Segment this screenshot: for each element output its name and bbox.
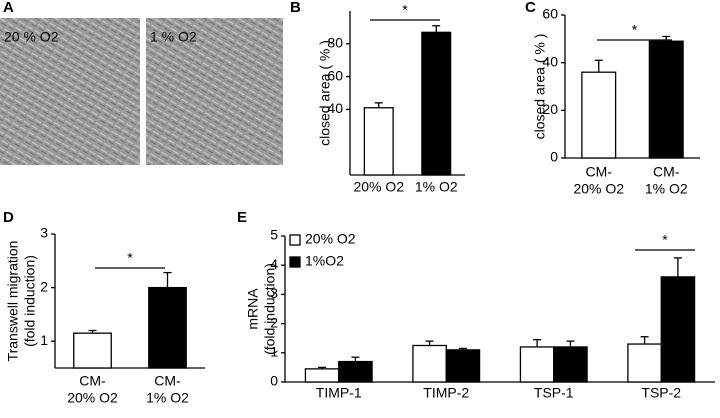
x-tick-label: CM- bbox=[154, 373, 181, 389]
x-tick-label: CM- bbox=[586, 164, 613, 180]
y-tick-label: 60 bbox=[327, 67, 343, 83]
bar bbox=[148, 286, 187, 369]
x-tick-label: 1% O2 bbox=[645, 181, 688, 197]
bar bbox=[73, 332, 112, 369]
y-tick-label: 40 bbox=[542, 53, 558, 69]
image-label: 1 % O2 bbox=[150, 29, 197, 45]
significance-star: * bbox=[662, 232, 668, 248]
legend-label: 1%O2 bbox=[305, 253, 344, 269]
significance-star: * bbox=[127, 250, 133, 266]
x-tick-label: TIMP-1 bbox=[316, 385, 362, 401]
y-tick-label: 3 bbox=[270, 285, 278, 301]
x-tick-label: CM- bbox=[653, 164, 680, 180]
x-tick-label: TIMP-2 bbox=[423, 385, 469, 401]
y-tick-label: 3 bbox=[40, 225, 48, 241]
bar bbox=[581, 71, 617, 159]
x-tick-label: TSP-1 bbox=[534, 385, 574, 401]
significance-star: * bbox=[632, 22, 638, 38]
bar bbox=[648, 40, 684, 159]
y-axis-label: Transwell migration bbox=[5, 241, 21, 362]
panel-letter: E bbox=[237, 209, 247, 226]
y-tick-label: 5 bbox=[270, 227, 278, 243]
bar bbox=[445, 349, 481, 383]
x-tick-label: TSP-2 bbox=[641, 385, 681, 401]
legend-swatch bbox=[289, 234, 301, 246]
y-tick-label: 1 bbox=[270, 344, 278, 360]
y-axis-label: closed area ( % ) bbox=[317, 40, 333, 146]
y-tick-label: 1 bbox=[40, 332, 48, 348]
legend-label: 20% O2 bbox=[305, 231, 356, 247]
y-axis-label: mRNA bbox=[245, 288, 261, 330]
y-tick-label: 20 bbox=[542, 101, 558, 117]
significance-star: * bbox=[402, 2, 408, 18]
bar bbox=[660, 276, 696, 383]
y-axis-label: (fold induction) bbox=[262, 263, 278, 355]
y-tick-label: 60 bbox=[542, 6, 558, 22]
x-tick-label: 1% O2 bbox=[146, 390, 189, 406]
bar bbox=[363, 107, 394, 176]
y-tick-label: 4 bbox=[270, 256, 278, 272]
panel-letter: A bbox=[3, 0, 14, 16]
y-tick-label: 2 bbox=[40, 278, 48, 294]
x-tick-label: CM- bbox=[79, 373, 106, 389]
x-tick-label: 1% O2 bbox=[415, 179, 458, 195]
bar bbox=[553, 346, 588, 383]
bar bbox=[304, 368, 340, 383]
panel-letter: C bbox=[525, 0, 536, 16]
bar bbox=[421, 31, 452, 176]
y-axis-label: (fold induction) bbox=[22, 255, 38, 347]
micrograph bbox=[0, 18, 140, 165]
y-tick-label: 2 bbox=[270, 314, 278, 330]
x-tick-label: 20% O2 bbox=[353, 179, 404, 195]
panel-letter: D bbox=[3, 209, 14, 226]
x-tick-label: 20% O2 bbox=[573, 181, 624, 197]
y-axis-label: closed area ( % ) bbox=[532, 34, 548, 140]
y-tick-label: 0 bbox=[550, 149, 558, 165]
y-tick-label: 40 bbox=[327, 100, 343, 116]
bar bbox=[338, 360, 373, 383]
micrograph bbox=[146, 18, 283, 165]
y-tick-label: 80 bbox=[327, 35, 343, 51]
bar bbox=[412, 344, 447, 383]
bar bbox=[627, 343, 662, 383]
legend-swatch bbox=[289, 256, 301, 268]
y-tick-label: 0 bbox=[270, 373, 278, 389]
bar bbox=[519, 346, 555, 383]
panel-letter: B bbox=[290, 0, 301, 16]
image-label: 20 % O2 bbox=[4, 29, 59, 45]
x-tick-label: 20% O2 bbox=[67, 390, 118, 406]
